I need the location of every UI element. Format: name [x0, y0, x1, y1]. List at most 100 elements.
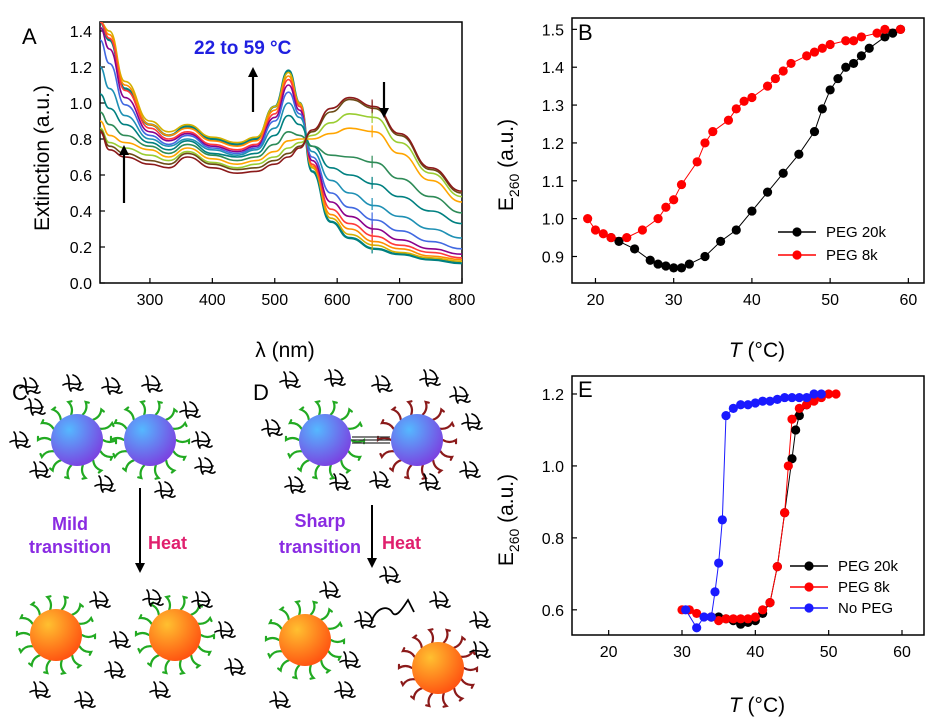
gold-nanoparticle [299, 414, 351, 466]
data-point [895, 24, 906, 34]
x-tick-label: 50 [820, 644, 838, 661]
ligand-strand [312, 464, 321, 480]
ligand-strand [15, 630, 32, 637]
y-tick-label: 0.6 [70, 168, 92, 185]
x-tick-label: 400 [199, 292, 226, 309]
data-point [743, 400, 753, 410]
data-point [681, 605, 691, 615]
data-point [614, 236, 624, 246]
panel-e-y-axis-label: E260 (a.u.) [495, 474, 522, 566]
ligand-strand [59, 659, 67, 675]
y-tick-label: 1.3 [542, 98, 564, 115]
plot-frame [99, 21, 463, 284]
dna-strand-icon [329, 473, 351, 491]
ligand-strand [425, 692, 434, 708]
data-point [833, 73, 843, 84]
ligand-strand [162, 659, 171, 675]
panel-c: C Mild transition Heat [9, 374, 246, 709]
legend-label: PEG 8k [838, 579, 890, 596]
dna-strand-icon [29, 681, 51, 699]
panel-b-y-axis-label: E260 (a.u.) [495, 119, 522, 211]
ligand-strand [50, 406, 62, 421]
data-point [809, 47, 820, 57]
ligand-strand [165, 407, 178, 421]
dna-strand-icon [354, 611, 376, 629]
data-point [629, 244, 640, 254]
data-point [787, 454, 797, 464]
data-point [791, 425, 801, 435]
ligand-strand [320, 659, 332, 674]
panel-b-y-axis-label-unit: (a.u.) [495, 119, 518, 174]
data-point [817, 104, 827, 114]
gold-nanoparticle [149, 609, 201, 661]
nanoparticle-orange [134, 595, 216, 675]
ligand-strand [19, 614, 34, 625]
panel-e-y-axis-label-main: E [495, 552, 518, 566]
data-point [765, 598, 775, 608]
x-tick-label: 30 [673, 644, 691, 661]
ligand-strand [287, 450, 303, 460]
data-point [824, 389, 834, 399]
ligand-strand [277, 659, 290, 673]
dna-strand-icon [109, 631, 131, 649]
x-tick-label: 60 [893, 644, 911, 661]
panel-e-x-axis-label-unit: (°C) [742, 694, 785, 717]
data-point [772, 394, 782, 404]
ligand-strand [308, 664, 316, 680]
ligand-strand [292, 664, 301, 680]
panel-e-y-axis-label-unit: (a.u.) [495, 474, 518, 529]
spectrum-line [100, 26, 462, 255]
spectrum-line [100, 66, 462, 239]
ligand-strand [389, 459, 402, 473]
spectrum-line [100, 22, 462, 259]
data-point [717, 515, 727, 525]
data-point [710, 587, 720, 597]
ligand-strand [401, 647, 416, 658]
nanoparticle-blue [376, 400, 458, 480]
ligand-strand [406, 400, 414, 416]
y-tick-label: 1.2 [542, 136, 564, 153]
y-tick-label: 0.6 [542, 603, 564, 620]
data-point [772, 562, 782, 572]
nanoparticle-blue [284, 400, 366, 480]
data-point [747, 206, 757, 216]
panel-a-y-axis-label: Extinction (a.u.) [31, 85, 54, 231]
dna-strand-icon [324, 369, 346, 387]
spectrum-line [100, 112, 462, 198]
x-tick-label: 30 [665, 292, 683, 309]
panel-a-letter: A [22, 24, 37, 49]
dna-strand-icon [19, 377, 41, 395]
ligand-strand [284, 435, 301, 442]
data-point [825, 85, 835, 95]
ligand-strand [80, 464, 88, 480]
panel-d-label-sharp: Sharp [294, 511, 345, 531]
dna-strand-icon [284, 476, 306, 494]
dna-strand-icon [224, 658, 246, 676]
panel-e-x-axis-label: T (°C) [729, 694, 785, 717]
ligand-strand [28, 654, 41, 668]
dna-strand-icon [371, 375, 393, 393]
released-linker [371, 598, 415, 621]
ligand-strand [80, 633, 97, 640]
spectrum-line [100, 111, 462, 214]
data-point [831, 389, 841, 399]
ligand-strand [197, 645, 212, 656]
data-point [794, 410, 804, 421]
panel-e-letter: E [578, 377, 593, 402]
x-tick-label: 40 [746, 644, 764, 661]
data-point [669, 195, 679, 205]
gold-nanoparticle [391, 414, 443, 466]
panel-b-x-axis-label-symbol: T [729, 339, 744, 362]
data-point [794, 403, 804, 413]
ligand-strand [329, 400, 338, 416]
ligand-strand [99, 420, 115, 430]
ligand-strand [178, 659, 186, 675]
panel-a-series-group [100, 22, 462, 265]
ligand-strand [460, 648, 476, 658]
y-tick-label: 1.0 [542, 459, 564, 476]
nanoparticle-orange [15, 595, 97, 675]
data-point [841, 36, 851, 46]
dna-strand-icon [379, 566, 401, 584]
data-point [736, 614, 746, 624]
ligand-strand [432, 407, 445, 421]
